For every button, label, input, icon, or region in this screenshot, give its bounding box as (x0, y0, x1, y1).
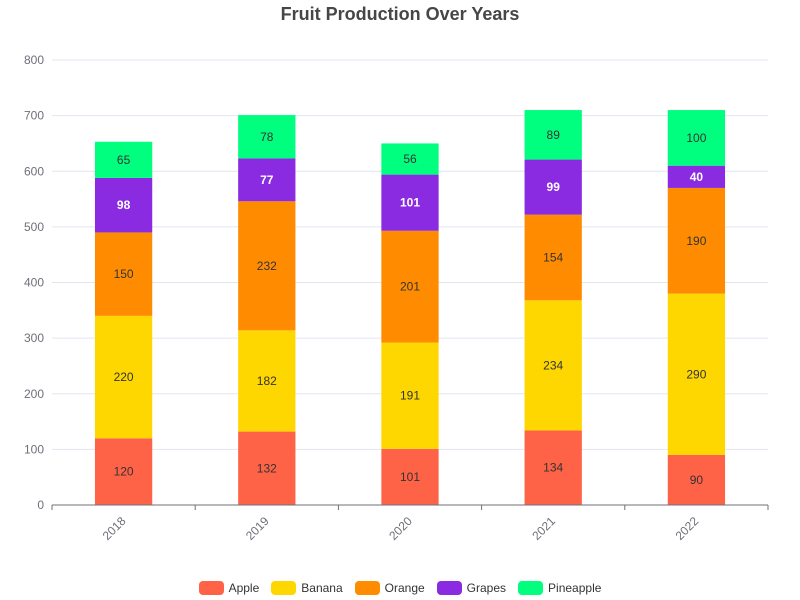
data-label: 77 (260, 173, 274, 187)
bar-segment (667, 187, 726, 294)
legend-item[interactable]: Orange (354, 581, 425, 595)
y-tick-label: 100 (24, 442, 44, 456)
data-label: 220 (114, 370, 134, 384)
bar-segment (238, 115, 296, 159)
bar-segment (381, 143, 439, 175)
legend: Apple Banana Orange Grapes Pineapple (0, 578, 800, 598)
bar-segment (94, 141, 153, 178)
data-label: 65 (117, 153, 131, 167)
data-label: 89 (547, 128, 561, 142)
x-tick-label: 2022 (673, 514, 702, 543)
legend-label: Banana (301, 581, 343, 595)
x-tick-label: 2019 (243, 514, 272, 543)
legend-swatch (271, 581, 297, 595)
bar-segment (524, 159, 582, 215)
legend-swatch (198, 581, 224, 595)
chart-title: Fruit Production Over Years (280, 4, 520, 24)
bar-segment (667, 165, 726, 188)
bars (94, 110, 726, 505)
bar-segment (238, 330, 296, 432)
data-label: 78 (260, 130, 274, 144)
legend-label: Orange (384, 581, 425, 595)
bar-segment (524, 110, 582, 160)
bar-segment (667, 293, 726, 455)
y-tick-label: 600 (24, 164, 44, 178)
y-tick-label: 700 (24, 109, 44, 123)
bar-segment (94, 177, 153, 233)
data-label: 290 (686, 367, 706, 381)
data-label: 90 (690, 473, 704, 487)
bar-segment (667, 110, 726, 166)
legend-swatch (518, 581, 544, 595)
data-label: 132 (257, 461, 277, 475)
y-tick-label: 400 (24, 276, 44, 290)
y-tick-label: 300 (24, 331, 44, 345)
data-label: 101 (400, 470, 420, 484)
data-label: 154 (543, 250, 563, 264)
legend-swatch (436, 581, 462, 595)
data-label: 40 (690, 170, 704, 184)
data-label: 120 (114, 465, 134, 479)
bar-segment (381, 174, 439, 231)
y-tick-label: 800 (24, 53, 44, 67)
bar-segment (238, 431, 296, 505)
bar-segment (524, 430, 582, 505)
data-label: 234 (543, 358, 563, 372)
legend-item[interactable]: Grapes (436, 581, 507, 595)
bar-segment (381, 342, 439, 449)
data-label: 201 (400, 280, 420, 294)
legend-label: Grapes (466, 581, 507, 595)
legend-item[interactable]: Pineapple (518, 581, 601, 595)
x-tick-label: 2018 (100, 514, 129, 543)
data-label: 98 (117, 198, 131, 212)
data-label: 56 (403, 152, 417, 166)
bar-segment (667, 454, 726, 505)
x-tick-label: 2020 (386, 514, 415, 543)
bar-segment (381, 230, 439, 343)
bar-segment (381, 448, 439, 505)
data-label: 191 (400, 389, 420, 403)
bar-segment (238, 158, 296, 202)
data-label: 232 (257, 259, 277, 273)
bar-segment (94, 232, 153, 316)
data-label: 182 (257, 374, 277, 388)
data-label: 100 (686, 131, 706, 145)
bar-segment (524, 214, 582, 301)
y-tick-label: 500 (24, 220, 44, 234)
y-tick-label: 200 (24, 387, 44, 401)
data-label: 190 (686, 234, 706, 248)
legend-item[interactable]: Banana (271, 581, 343, 595)
legend-label: Pineapple (548, 581, 602, 595)
bar-segment (94, 315, 153, 439)
data-label: 101 (400, 196, 420, 210)
legend-swatch (354, 581, 380, 595)
y-tick-label: 0 (37, 498, 44, 512)
data-labels: 120 220 150 98 65 132 182 232 77 78 101 191 201 101 56… (114, 128, 707, 487)
data-label: 150 (114, 267, 134, 281)
bar-segment (94, 438, 153, 505)
data-label: 99 (547, 180, 561, 194)
data-label: 134 (543, 461, 563, 475)
legend-label: Apple (228, 581, 260, 595)
legend-item[interactable]: Apple (198, 581, 260, 595)
bar-segment (238, 201, 296, 331)
x-tick-label: 2021 (529, 514, 558, 543)
bar-segment (524, 300, 582, 431)
